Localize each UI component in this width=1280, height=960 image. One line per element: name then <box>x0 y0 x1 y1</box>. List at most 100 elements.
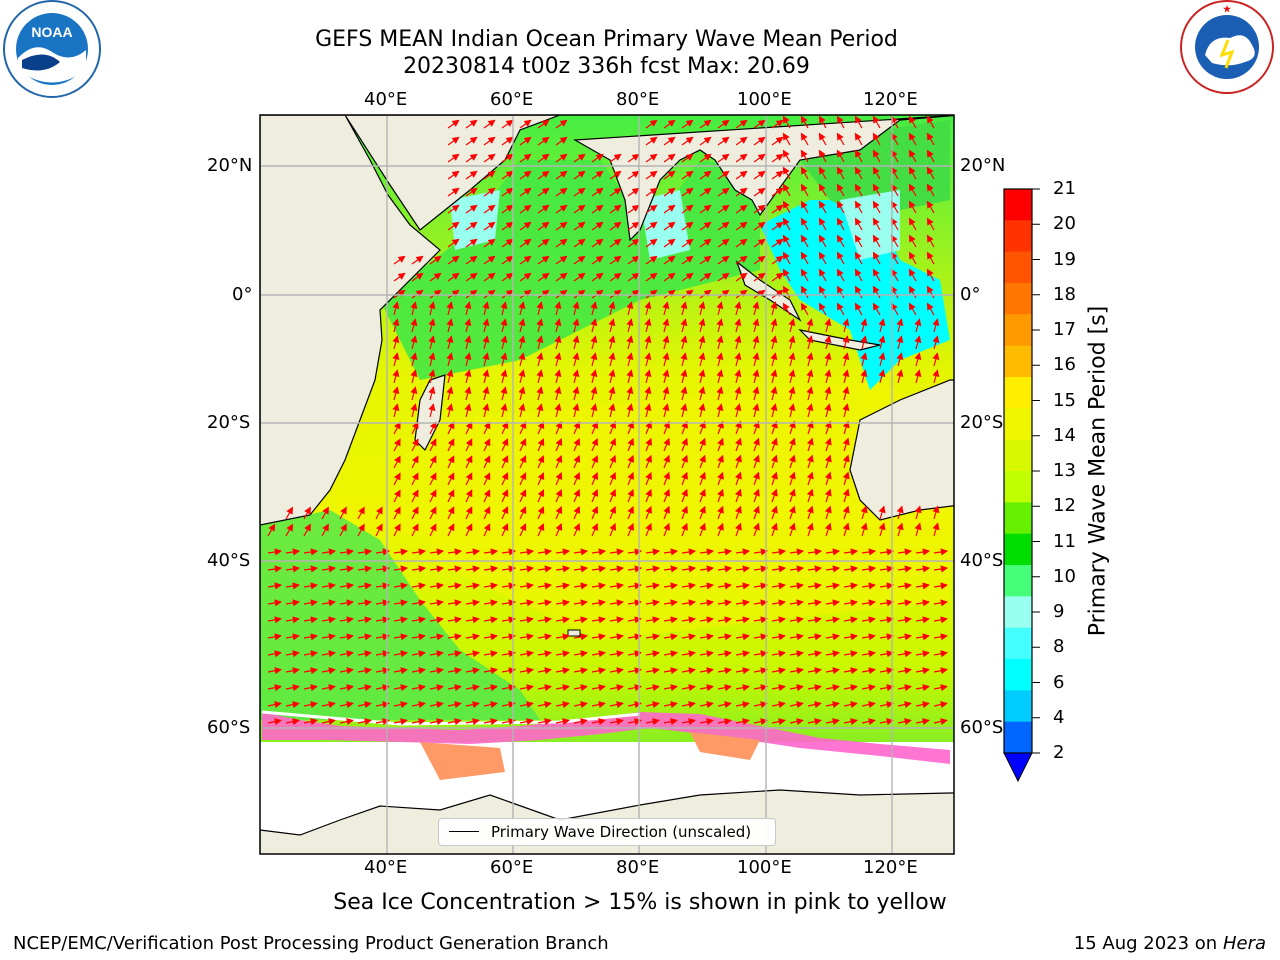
wave-arrow <box>926 268 935 282</box>
wave-arrow <box>681 255 694 265</box>
wave-arrow <box>537 455 545 469</box>
wave-arrow <box>429 506 437 520</box>
wave-arrow <box>645 454 652 469</box>
wave-arrow <box>752 352 760 367</box>
wave-arrow <box>770 318 778 333</box>
wave-arrow <box>537 472 545 486</box>
wave-arrow <box>807 582 822 590</box>
wave-arrow <box>339 667 354 675</box>
wave-arrow <box>663 289 676 299</box>
wave-arrow <box>752 301 760 316</box>
wave-arrow <box>734 352 742 367</box>
wave-arrow <box>501 136 514 146</box>
wave-arrow <box>321 718 336 726</box>
wave-arrow <box>717 616 732 624</box>
wave-arrow <box>908 166 917 180</box>
wave-arrow <box>878 335 886 350</box>
wave-arrow <box>716 301 724 316</box>
wave-arrow <box>717 471 724 486</box>
colorbar-tick-label: 9 <box>1053 601 1065 622</box>
wave-arrow <box>770 369 778 384</box>
wave-arrow <box>339 701 354 709</box>
wave-arrow <box>644 386 652 401</box>
wave-arrow <box>627 522 635 537</box>
wave-arrow <box>303 616 318 624</box>
wave-arrow <box>518 386 526 401</box>
wave-arrow <box>843 667 858 675</box>
wave-arrow <box>915 701 930 709</box>
wave-arrow <box>680 301 688 316</box>
wave-arrow <box>573 523 581 537</box>
wave-arrow <box>285 616 300 624</box>
wave-arrow <box>806 437 814 452</box>
wave-arrow <box>591 472 599 486</box>
wave-arrow <box>285 684 300 692</box>
wave-arrow <box>482 352 490 367</box>
wave-arrow <box>626 403 634 418</box>
colorbar-tick-label: 12 <box>1053 495 1076 517</box>
legend-label: Primary Wave Direction (unscaled) <box>491 823 752 841</box>
wave-arrow <box>717 153 730 163</box>
wave-arrow <box>464 403 472 418</box>
wave-arrow <box>573 455 581 469</box>
wave-arrow <box>267 684 282 692</box>
map-legend: Primary Wave Direction (unscaled) <box>438 818 776 846</box>
wave-arrow <box>447 204 460 214</box>
wave-arrow <box>734 386 742 401</box>
wave-arrow <box>645 616 660 624</box>
wave-arrow <box>483 238 496 248</box>
wave-arrow <box>392 369 400 384</box>
wave-arrow <box>842 369 850 384</box>
colorbar-segment <box>1004 189 1032 221</box>
wave-arrow <box>537 684 552 692</box>
wave-arrow <box>717 488 724 503</box>
wave-arrow <box>393 472 401 486</box>
wave-arrow <box>429 548 445 556</box>
wave-arrow <box>782 132 791 146</box>
wave-arrow <box>771 599 786 607</box>
lon-tick-top: 120°E <box>863 89 918 110</box>
wave-arrow <box>537 565 553 573</box>
wave-arrow <box>627 204 640 214</box>
wave-arrow <box>357 718 372 726</box>
wave-arrow <box>753 650 768 658</box>
wave-arrow <box>501 153 514 163</box>
wave-arrow <box>753 204 766 214</box>
wave-arrow <box>824 471 832 486</box>
wave-arrow <box>392 352 400 367</box>
wave-arrow <box>843 548 859 556</box>
wave-arrow <box>590 318 598 333</box>
wave-arrow <box>591 272 604 282</box>
wave-arrow <box>573 565 589 573</box>
wave-arrow <box>699 119 712 129</box>
wave-arrow <box>446 335 454 350</box>
wave-arrow <box>818 285 827 299</box>
wave-arrow <box>447 153 460 163</box>
wave-arrow <box>465 523 473 537</box>
wave-arrow <box>800 285 809 299</box>
wave-arrow <box>681 488 688 503</box>
wave-arrow <box>536 301 544 316</box>
lat-tick-right: 40°S <box>960 550 1004 571</box>
wave-arrow <box>800 166 809 180</box>
wave-arrow <box>482 369 490 384</box>
wave-arrow <box>483 599 498 607</box>
wave-arrow <box>717 548 733 556</box>
wave-arrow <box>699 221 712 231</box>
wave-arrow <box>753 187 766 197</box>
wave-arrow <box>465 599 480 607</box>
wave-arrow <box>771 667 786 675</box>
wave-arrow <box>465 633 480 641</box>
wave-arrow <box>681 437 688 452</box>
wave-arrow <box>555 170 568 180</box>
wave-arrow <box>591 718 606 726</box>
wave-arrow <box>573 489 581 503</box>
wave-arrow <box>465 289 478 299</box>
wave-arrow <box>932 505 940 520</box>
wave-arrow <box>908 149 917 163</box>
wave-arrow <box>926 234 935 248</box>
wave-arrow <box>591 489 599 503</box>
wave-arrow <box>591 238 604 248</box>
wave-arrow <box>392 301 400 316</box>
wave-arrow <box>609 505 617 520</box>
